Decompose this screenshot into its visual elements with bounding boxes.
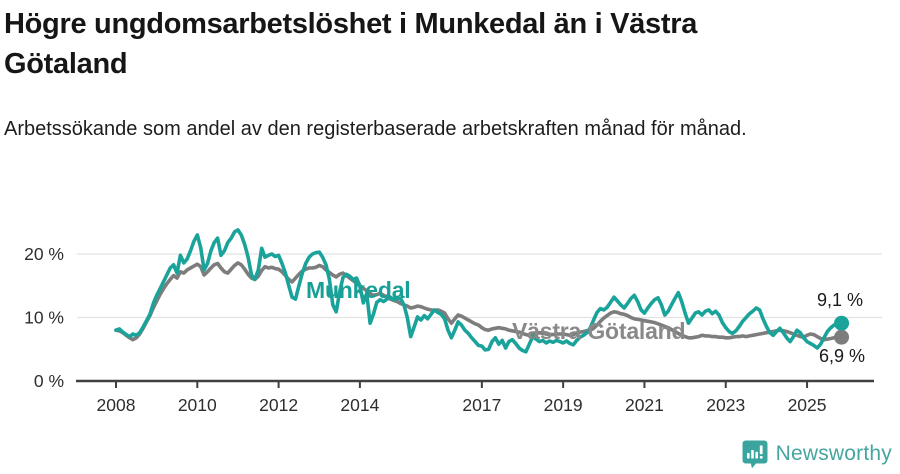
end-dot-munkedal: [834, 315, 850, 331]
newsworthy-badge-icon: [742, 440, 768, 468]
series-label-vastra-gotaland: Västra Götaland: [512, 318, 686, 344]
x-tick-label: 2021: [625, 395, 664, 415]
series-line-munkedal: [114, 228, 840, 354]
series-label-munkedal: Munkedal: [306, 277, 411, 303]
line-chart: 2008 2010 2012 2014 2017 2019 2021 2023 2025 0 % 1…: [24, 228, 882, 415]
x-tick-label: 2025: [788, 395, 827, 415]
newsworthy-logo[interactable]: Newsworthy: [742, 439, 892, 469]
end-value-label-vastra-gotaland: 6,9 %: [819, 346, 866, 366]
x-tick-label: 2017: [462, 395, 501, 415]
x-tick-label: 2010: [178, 395, 217, 415]
x-tick-label: 2023: [706, 395, 745, 415]
series-line-v-stra-g-taland: [114, 261, 840, 342]
y-tick-label: 20 %: [24, 244, 64, 264]
x-tick-label: 2012: [259, 395, 298, 415]
x-tick-label: 2014: [340, 395, 379, 415]
brand-name: Newsworthy: [775, 442, 892, 465]
chart-title: Högre ungdomsarbetslöshet i Munkedal än …: [4, 8, 698, 80]
y-tick-label: 0 %: [34, 371, 64, 391]
chart-subtitle: Arbetssökande som andel av den registerb…: [4, 118, 747, 140]
x-tick-label: 2019: [544, 395, 583, 415]
x-tick-label: 2008: [97, 395, 136, 415]
end-dot-v-stra-g-taland: [834, 329, 850, 345]
y-tick-label: 10 %: [24, 308, 64, 328]
end-value-label-munkedal: 9,1 %: [817, 290, 864, 310]
